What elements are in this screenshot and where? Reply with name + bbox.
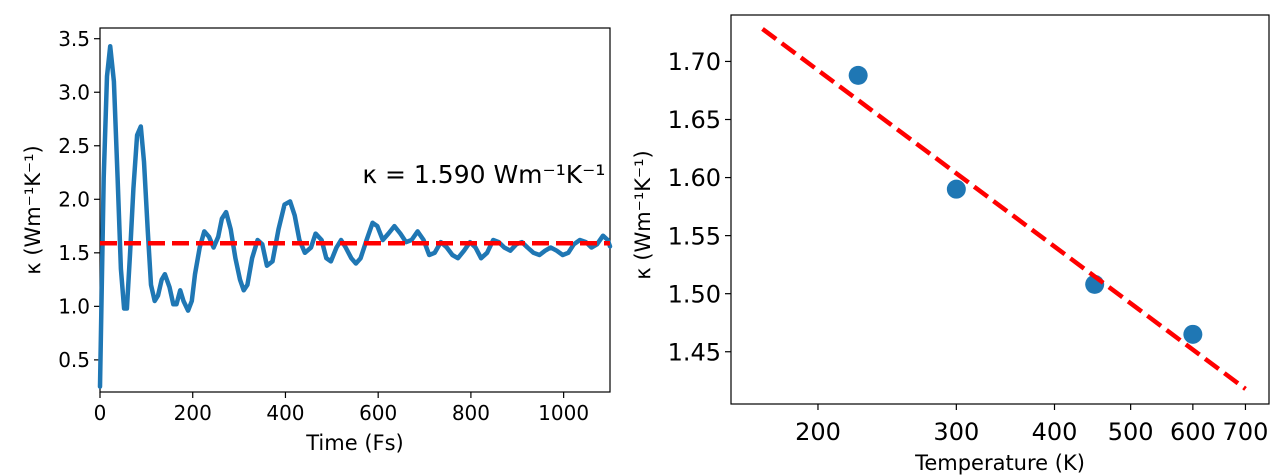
chart0-y-tick-label: 2.5 [58,134,90,158]
left-y-axis-label: κ (Wm⁻¹K⁻¹) [21,145,45,274]
chart1-x-tick-label: 700 [1223,418,1269,446]
left-plot-frame [99,27,611,393]
chart1-data-point [1183,324,1203,344]
chart0-x-tick-label: 400 [266,401,304,425]
right-x-axis-label: Temperature (K) [914,451,1085,475]
right-plot-frame [730,14,1270,405]
left-chart-kappa-vs-time: 0 200 400 600 800 1000 0.51.01.52.02.53.03.5 … [21,27,613,455]
chart1-dashed-line [761,27,1247,391]
chart1-x-tick-label: 300 [933,418,979,446]
chart0-y-tick-label: 0.5 [58,348,90,372]
left-series-group [97,43,613,389]
chart1-y-tick-label: 1.60 [668,164,721,192]
right-series-group [761,27,1247,391]
chart1-x-tick-label: 500 [1108,418,1154,446]
chart1-x-tick-label: 200 [795,418,841,446]
chart0-y-tick-label: 2.0 [58,187,90,211]
chart0-x-tick-label: 0 [94,401,107,425]
chart0-series-line [97,43,613,389]
right-y-axis-ticks: 1.45 1.50 1.55 1.60 1.65 1.70 [668,48,731,366]
chart1-y-tick-label: 1.45 [668,338,721,366]
chart1-y-tick-label: 1.70 [668,48,721,76]
chart0-y-tick-label: 1.0 [58,295,90,319]
chart1-x-tick-label: 600 [1170,418,1216,446]
chart1-x-tick-label: 400 [1032,418,1078,446]
right-chart-kappa-vs-temperature: 200 300 400 500 600 700 1.451.501.551.601.651… [631,14,1270,475]
chart0-y-tick-label: 3.0 [58,80,90,104]
chart0-x-tick-label: 1000 [538,401,589,425]
right-x-axis-ticks: 200 300 400 500 600 700 [795,404,1268,446]
chart0-x-tick-label: 200 [174,401,212,425]
chart0-y-tick-label: 3.5 [58,27,90,51]
left-x-axis-label: Time (Fs) [305,431,403,455]
chart0-y-tick-label: 1.5 [58,241,90,265]
chart0-x-tick-label: 600 [359,401,397,425]
left-x-axis-ticks: 0 200 400 600 800 1000 [94,392,589,425]
left-y-axis-ticks: 0.5 1.0 1.5 2.0 2.5 3.0 3.5 [58,27,100,372]
chart1-y-tick-label: 1.55 [668,222,721,250]
chart1-y-tick-label: 1.50 [668,280,721,308]
chart1-y-tick-label: 1.65 [668,106,721,134]
chart1-data-point [946,179,966,199]
chart1-data-point [848,65,868,85]
right-y-axis-label: κ (Wm⁻¹K⁻¹) [631,150,655,279]
kappa-annotation: κ = 1.590 Wm⁻¹K⁻¹ [362,160,605,189]
chart0-x-tick-label: 800 [452,401,490,425]
